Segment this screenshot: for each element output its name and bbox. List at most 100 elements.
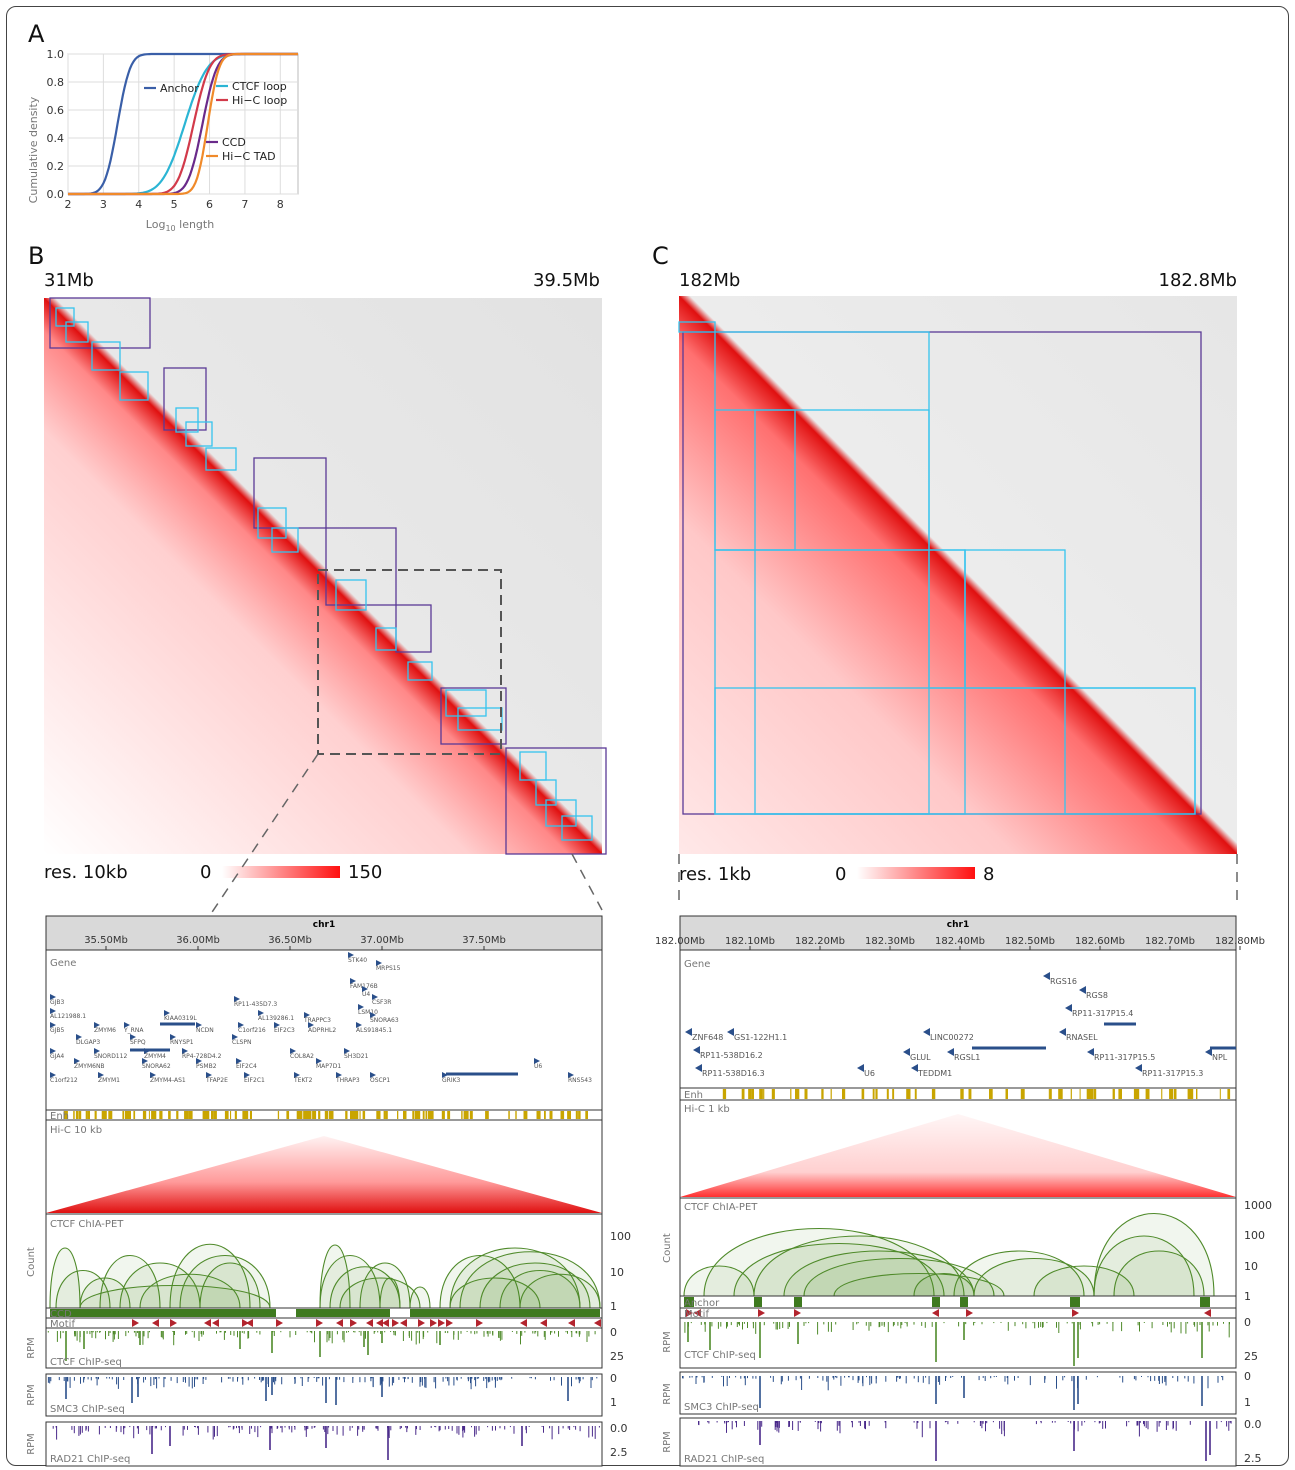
gene-label: RP4-728D4.2 bbox=[182, 1053, 222, 1060]
gene-arrow bbox=[348, 952, 354, 958]
enh-mark bbox=[544, 1111, 546, 1119]
legend-label: Hi−C loop bbox=[232, 94, 287, 107]
gene-arrow bbox=[238, 1022, 244, 1028]
chiapet-track-b bbox=[45, 1213, 603, 1309]
enh-mark bbox=[101, 1111, 106, 1119]
panel-label-b: B bbox=[28, 242, 45, 270]
motif-arrow bbox=[400, 1319, 407, 1327]
motif-arrow bbox=[966, 1309, 973, 1317]
motif-arrow bbox=[242, 1319, 249, 1327]
enh-mark bbox=[931, 1089, 936, 1099]
loop-arc bbox=[703, 1228, 935, 1297]
chrom-tick-label: 182.20Mb bbox=[795, 936, 845, 947]
ctcf-tick-25-c: 25 bbox=[1244, 1350, 1258, 1363]
gene-arrow bbox=[50, 1072, 56, 1078]
genome-browser-c: chr1 182.00Mb 182.10Mb 182.20Mb 182.30Mb 182… bbox=[655, 915, 1272, 1467]
chrom-ticks-b: 35.50Mb 36.00Mb 36.50Mb 37.00Mb 37.50Mb bbox=[84, 935, 506, 950]
chrom-tick-label: 182.40Mb bbox=[935, 936, 985, 947]
enh-marks-b bbox=[63, 1111, 588, 1119]
loop-domain bbox=[678, 321, 716, 333]
x-tick-label: 8 bbox=[277, 198, 284, 211]
anchor-block bbox=[754, 1297, 762, 1307]
enh-mark bbox=[299, 1111, 302, 1119]
gene-label: CLSPN bbox=[232, 1039, 251, 1046]
loop-arc bbox=[499, 1269, 581, 1309]
loop-arc bbox=[733, 1243, 945, 1297]
gene-arrow bbox=[304, 1012, 310, 1018]
enh-mark bbox=[142, 1111, 147, 1119]
smc3-signal-c bbox=[682, 1376, 1224, 1410]
loop-arc bbox=[169, 1243, 251, 1309]
gene-arrow bbox=[150, 1072, 156, 1078]
motif-arrow bbox=[686, 1309, 693, 1317]
y-axis-label: Cumulative density bbox=[27, 96, 40, 203]
gene-label: RP11-317P15.4 bbox=[1072, 1009, 1133, 1018]
loop-arc bbox=[1093, 1235, 1195, 1297]
rpm-label-ctcf-b: RPM bbox=[26, 1337, 37, 1359]
gene-label: SH3D21 bbox=[344, 1053, 369, 1060]
enh-mark bbox=[303, 1111, 307, 1119]
gene-arrow bbox=[1135, 1064, 1142, 1072]
gene-arrow bbox=[857, 1064, 864, 1072]
hic-map-c: 182Mb 182.8Mb res. 1kb 0 8 bbox=[678, 270, 1238, 900]
enh-mark bbox=[968, 1089, 972, 1099]
gene-arrow bbox=[234, 996, 240, 1002]
enh-mark bbox=[176, 1111, 179, 1119]
loop-arc bbox=[379, 1277, 401, 1309]
loop-domain bbox=[335, 579, 367, 611]
enh-mark bbox=[427, 1111, 431, 1119]
gene-label: EIF2C4 bbox=[236, 1063, 257, 1070]
gene-label: OSCP1 bbox=[370, 1077, 390, 1084]
enh-track-label-c: Enh bbox=[684, 1090, 703, 1101]
gene-arrow bbox=[274, 1022, 280, 1028]
gene-label: NCDN bbox=[196, 1027, 214, 1034]
plot-area bbox=[67, 53, 299, 195]
gene-label: RNYSP1 bbox=[170, 1039, 194, 1046]
chrom-tick-label: 36.50Mb bbox=[268, 935, 312, 946]
chrom-ticks-c: 182.00Mb 182.10Mb 182.20Mb 182.30Mb 182.40Mb… bbox=[655, 936, 1265, 950]
smc3-track-c bbox=[679, 1371, 1237, 1415]
gene-arrow bbox=[1065, 1004, 1072, 1012]
chrom-tick-label: 182.70Mb bbox=[1145, 936, 1195, 947]
chrom-label-b: chr1 bbox=[313, 920, 335, 930]
gene-arrow bbox=[164, 1010, 170, 1016]
enh-mark bbox=[508, 1111, 510, 1119]
gene-label: CSF3R bbox=[372, 999, 391, 1006]
enh-mark bbox=[326, 1111, 328, 1119]
motif-marks-b bbox=[132, 1319, 601, 1327]
gene-arrow bbox=[244, 1072, 250, 1078]
enh-mark bbox=[804, 1089, 808, 1099]
enh-mark bbox=[886, 1089, 889, 1099]
enh-mark bbox=[397, 1111, 399, 1119]
loop-domain bbox=[65, 321, 89, 343]
enh-mark bbox=[324, 1111, 328, 1119]
motif-track-label-b: Motif bbox=[50, 1319, 75, 1330]
chiapet-arcs-c bbox=[683, 1213, 1215, 1297]
gene-arrow bbox=[911, 1064, 918, 1072]
x-tick-label: 5 bbox=[171, 198, 178, 211]
enh-mark bbox=[133, 1111, 136, 1119]
cdf-lines bbox=[68, 52, 298, 196]
chiapet-track-label-b: CTCF ChIA-PET bbox=[50, 1219, 124, 1230]
rad21-tick-25-b: 2.5 bbox=[610, 1446, 628, 1459]
enh-mark bbox=[345, 1111, 348, 1119]
motif-arrow bbox=[568, 1319, 575, 1327]
enh-mark bbox=[422, 1111, 425, 1119]
enh-mark bbox=[1058, 1089, 1062, 1099]
y-tick-label: 0.0 bbox=[47, 188, 65, 201]
enh-mark bbox=[751, 1089, 754, 1099]
enh-mark bbox=[771, 1089, 775, 1099]
loop-arc bbox=[359, 1262, 411, 1309]
enh-mark bbox=[211, 1111, 214, 1119]
zoom-box bbox=[317, 569, 502, 755]
gene-arrow bbox=[362, 986, 368, 992]
gene-label: DLGAP3 bbox=[76, 1039, 100, 1046]
enh-mark bbox=[872, 1089, 875, 1099]
gene-label: RNASEL bbox=[1066, 1033, 1098, 1042]
enh-mark bbox=[1048, 1089, 1050, 1099]
motif-arrow bbox=[212, 1319, 219, 1327]
enh-mark bbox=[523, 1111, 528, 1119]
gene-label: RGS16 bbox=[1050, 977, 1077, 986]
enh-mark bbox=[795, 1089, 798, 1099]
rpm-label-ctcf-c: RPM bbox=[662, 1331, 673, 1353]
